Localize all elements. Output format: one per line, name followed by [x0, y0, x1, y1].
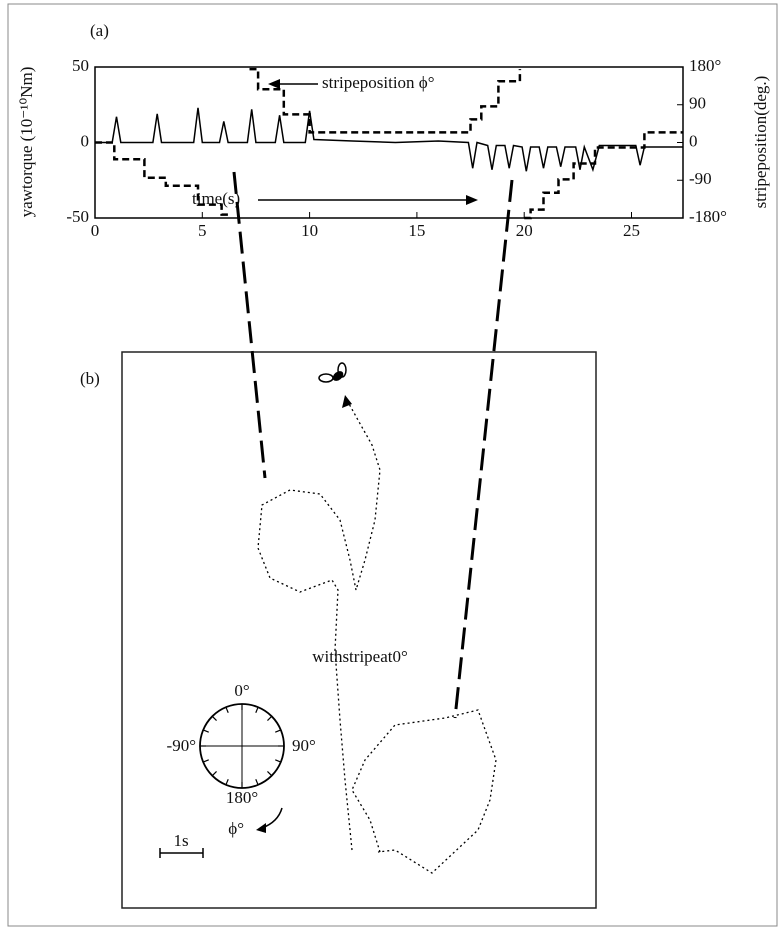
y-tick-label: 50: [72, 56, 89, 75]
arrow-head: [466, 195, 478, 205]
arrow-head: [342, 395, 352, 408]
x-tick-label: 0: [91, 221, 100, 240]
arrow-head: [268, 79, 280, 89]
y2-tick-label: -90: [689, 169, 712, 188]
flight-path: [351, 709, 497, 874]
flight-path: [257, 401, 381, 851]
scale-label: 1s: [173, 831, 188, 850]
compass-label: 0°: [234, 681, 249, 700]
compass-tick: [255, 706, 259, 713]
y-tick-label: -50: [66, 207, 89, 226]
scale-bar: [159, 848, 204, 858]
x-tick-label: 20: [516, 221, 533, 240]
y-axis-label: yawtorque (10⁻¹⁰Nm): [17, 67, 36, 218]
compass-label: 180°: [226, 788, 258, 807]
compass-tick: [225, 706, 229, 713]
compass-ticks: [200, 704, 284, 788]
compass-tick: [202, 729, 209, 733]
compass-label: 90°: [292, 736, 316, 755]
x-tick-label: 10: [301, 221, 318, 240]
connector: [453, 179, 514, 719]
compass-tick: [275, 729, 282, 733]
compass-label: -90°: [167, 736, 196, 755]
y2-tick-label: -180°: [689, 207, 727, 226]
compass-tick: [211, 715, 217, 721]
rotation-label: ϕ°: [228, 819, 244, 838]
compass-tick: [275, 759, 282, 763]
y-tick-label: 0: [81, 131, 90, 150]
caption: withstripeat0°: [312, 647, 408, 666]
y2-axis-label: stripeposition(deg.): [751, 76, 770, 209]
x-tick-label: 5: [198, 221, 207, 240]
panel-frame: [121, 351, 597, 909]
annotation: time(s): [192, 189, 240, 208]
figure-frame: [7, 3, 778, 927]
y2-tick-label: 90: [689, 94, 706, 113]
compass-tick: [267, 771, 273, 777]
compass-tick: [225, 779, 229, 786]
panel-label: (a): [90, 21, 109, 40]
panel-label: (b): [80, 369, 100, 388]
connector: [232, 171, 267, 479]
compass-tick: [267, 715, 273, 721]
compass-tick: [211, 771, 217, 777]
fly-icon: [318, 362, 347, 383]
y2-tick-label: 180°: [689, 56, 721, 75]
compass-tick: [255, 779, 259, 786]
stripe-position-line: [95, 67, 683, 220]
torque-line: [95, 107, 683, 173]
x-tick-label: 15: [408, 221, 425, 240]
y2-tick-label: 0: [689, 131, 698, 150]
annotation: stripeposition ϕ°: [322, 73, 435, 92]
arrow-head: [256, 823, 266, 833]
x-tick-label: 25: [623, 221, 640, 240]
compass-tick: [202, 759, 209, 763]
